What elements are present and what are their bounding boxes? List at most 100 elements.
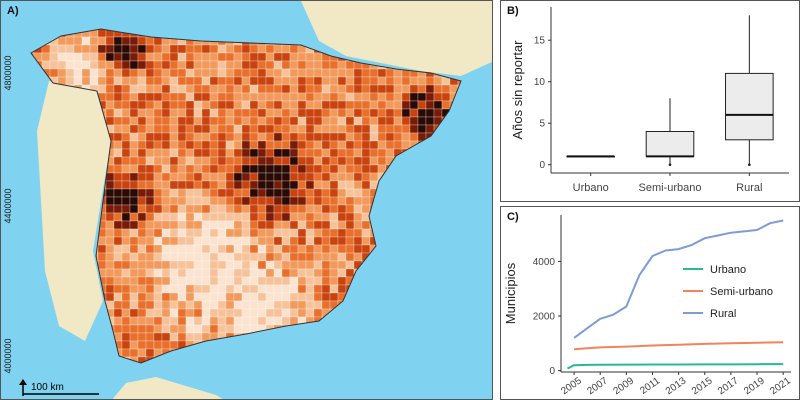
municipality-cell [225,132,235,142]
municipality-cell [377,156,387,166]
municipality-cell [145,244,155,254]
municipality-cell [217,196,227,206]
municipality-cell [89,36,99,46]
municipality-cell [209,300,219,310]
municipality-cell [361,164,371,174]
municipality-cell [321,204,331,214]
municipality-cell [217,204,227,214]
municipality-cell [169,324,179,334]
municipality-cell [401,108,411,118]
municipality-cell [297,60,307,70]
municipality-cell [337,164,347,174]
municipality-cell [281,124,291,134]
municipality-cell [249,204,259,214]
municipality-cell [121,292,131,302]
municipality-cell [145,172,155,182]
municipality-cell [161,324,171,334]
municipality-cell [265,132,275,142]
municipality-cell [257,92,267,102]
municipality-cell [297,164,307,174]
municipality-cell [209,108,219,118]
municipality-cell [225,268,235,278]
municipality-cell [169,92,179,102]
municipality-cell [345,100,355,110]
municipality-cell [289,84,299,94]
municipality-cell [265,236,275,246]
municipality-cell [361,228,371,238]
municipality-cell [201,156,211,166]
municipality-cell [265,108,275,118]
municipality-cell [241,164,251,174]
municipality-cell [337,84,347,94]
municipality-cell [201,132,211,142]
municipality-cell [137,132,147,142]
municipality-cell [249,132,259,142]
municipality-cell [241,68,251,78]
municipality-cell [177,308,187,318]
municipality-cell [153,116,163,126]
municipality-cell [369,108,379,118]
municipality-cell [265,156,275,166]
municipality-cell [321,300,331,310]
municipality-cell [377,140,387,150]
municipality-cell [393,140,403,150]
municipality-cell [249,116,259,126]
municipality-cell [137,324,147,334]
municipality-cell [273,284,283,294]
legend-label: Rural [710,308,736,320]
municipality-cell [353,236,363,246]
municipality-cell [209,204,219,214]
municipality-cell [305,212,315,222]
municipality-cell [345,188,355,198]
municipality-cell [161,300,171,310]
municipality-cell [337,236,347,246]
municipality-cell [345,244,355,254]
municipality-cell [313,60,323,70]
municipality-cell [81,52,91,62]
municipality-cell [121,236,131,246]
municipality-cell [201,140,211,150]
municipality-cell [145,228,155,238]
municipality-cell [225,180,235,190]
municipality-cell [113,220,123,230]
municipality-cell [177,196,187,206]
municipality-cell [265,260,275,270]
municipality-cell [113,36,123,46]
municipality-cell [305,204,315,214]
municipality-cell [185,108,195,118]
municipality-cell [121,332,131,342]
municipality-cell [281,148,291,158]
municipality-cell [153,148,163,158]
municipality-cell [249,292,259,302]
municipality-cell [129,100,139,110]
municipality-cell [329,124,339,134]
series-line-urbano [567,363,784,370]
municipality-cell [217,100,227,110]
municipality-cell [321,228,331,238]
municipality-cell [225,76,235,86]
municipality-cell [273,236,283,246]
municipality-cell [305,52,315,62]
municipality-cell [169,156,179,166]
municipality-cell [233,292,243,302]
line-chart: 0 2000 4000 2005 2007 2009 2011 2013 2015 2017 201… [503,215,793,397]
municipality-cell [305,260,315,270]
municipality-cell [265,268,275,278]
municipality-cell [241,276,251,286]
municipality-cell [193,324,203,334]
municipality-cell [241,300,251,310]
municipality-cell [177,132,187,142]
municipality-cell [289,140,299,150]
municipality-cell [337,180,347,190]
municipality-cell [321,84,331,94]
municipality-cell [265,252,275,262]
y-tick-label: 0 [539,160,545,171]
municipality-cell [225,204,235,214]
municipality-cell [265,124,275,134]
municipality-cell [105,196,115,206]
municipality-cell [321,180,331,190]
municipality-cell [257,308,267,318]
map-ytick: 4000000 [3,338,13,373]
municipality-cell [193,252,203,262]
municipality-cell [305,76,315,86]
